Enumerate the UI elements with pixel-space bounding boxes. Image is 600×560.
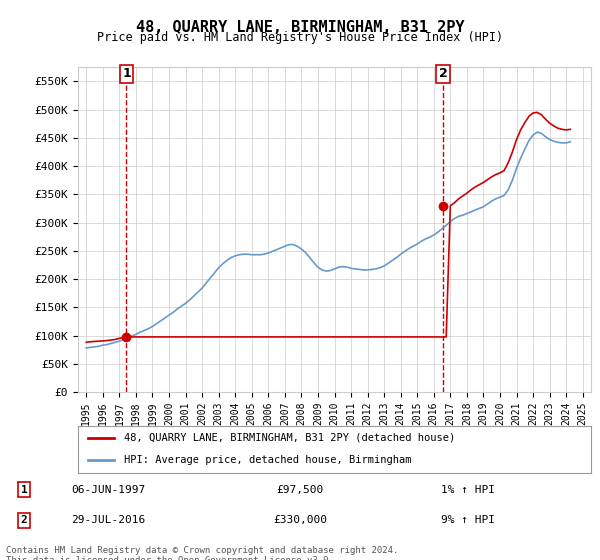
Text: £330,000: £330,000 bbox=[273, 515, 327, 525]
Text: Price paid vs. HM Land Registry's House Price Index (HPI): Price paid vs. HM Land Registry's House … bbox=[97, 31, 503, 44]
Text: 9% ↑ HPI: 9% ↑ HPI bbox=[441, 515, 495, 525]
Text: 2: 2 bbox=[20, 515, 28, 525]
Text: 1: 1 bbox=[122, 67, 131, 80]
Text: HPI: Average price, detached house, Birmingham: HPI: Average price, detached house, Birm… bbox=[124, 455, 412, 465]
Text: 06-JUN-1997: 06-JUN-1997 bbox=[71, 484, 145, 494]
Text: Contains HM Land Registry data © Crown copyright and database right 2024.
This d: Contains HM Land Registry data © Crown c… bbox=[6, 546, 398, 560]
Text: £97,500: £97,500 bbox=[277, 484, 323, 494]
Text: 1: 1 bbox=[20, 484, 28, 494]
Text: 2: 2 bbox=[439, 67, 448, 80]
Text: 48, QUARRY LANE, BIRMINGHAM, B31 2PY: 48, QUARRY LANE, BIRMINGHAM, B31 2PY bbox=[136, 20, 464, 35]
Text: 48, QUARRY LANE, BIRMINGHAM, B31 2PY (detached house): 48, QUARRY LANE, BIRMINGHAM, B31 2PY (de… bbox=[124, 432, 455, 442]
Text: 29-JUL-2016: 29-JUL-2016 bbox=[71, 515, 145, 525]
Text: 1% ↑ HPI: 1% ↑ HPI bbox=[441, 484, 495, 494]
